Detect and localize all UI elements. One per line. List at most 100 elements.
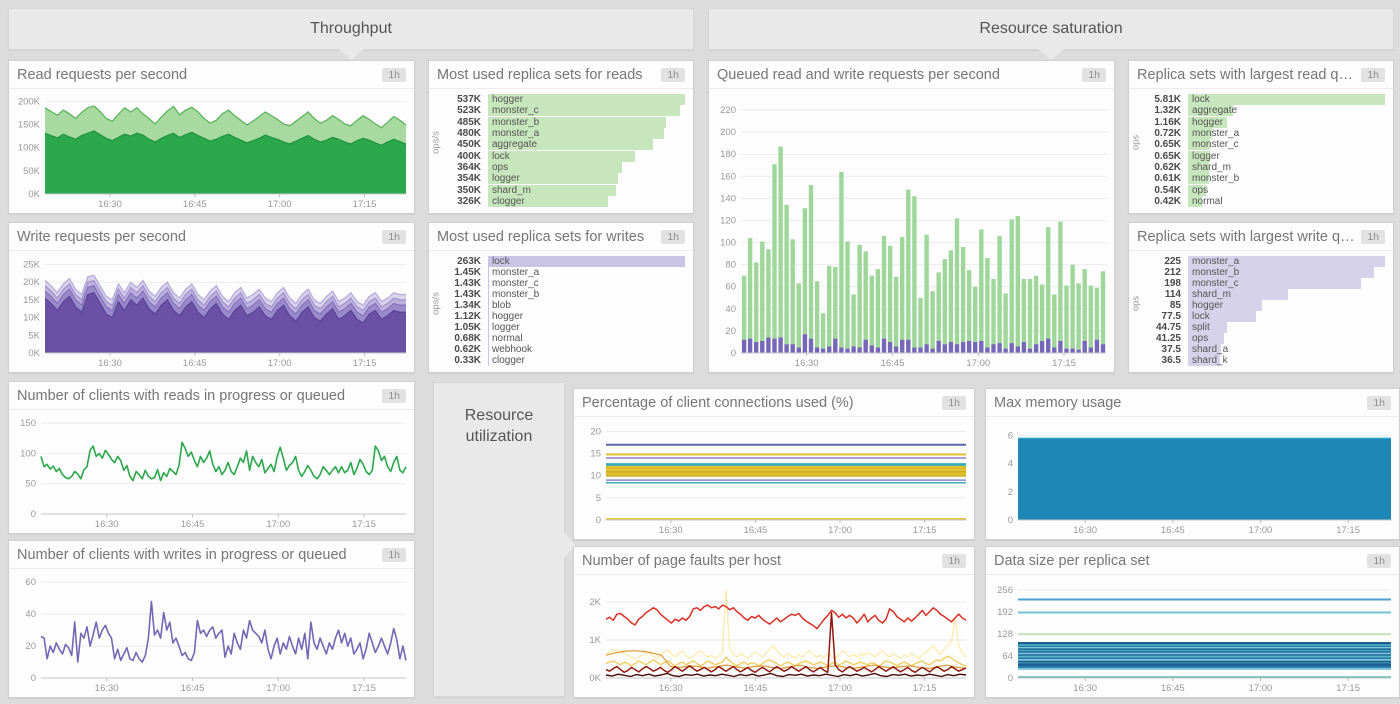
svg-text:64: 64 <box>1002 651 1013 662</box>
svg-text:0: 0 <box>1008 673 1013 684</box>
replica-row[interactable]: 77.5 lock <box>1135 311 1385 322</box>
replica-row[interactable]: 36.5 shard_k <box>1135 355 1385 366</box>
replica-row[interactable]: 354K logger <box>435 173 685 185</box>
replica-row[interactable]: 198 monster_c <box>1135 278 1385 289</box>
replica-value: 1.16K <box>1154 116 1181 128</box>
replica-row[interactable]: 480K monster_a <box>435 127 685 139</box>
panel-max-memory[interactable]: Max memory usage 1h 0 2 4 6 16:30 16:45 17:00 17… <box>985 388 1400 540</box>
replica-row[interactable]: 212 monster_b <box>1135 267 1385 278</box>
timeframe-badge: 1h <box>1082 67 1106 82</box>
replica-row[interactable]: 0.61K monster_b <box>1135 173 1385 185</box>
replica-row[interactable]: 1.16K hogger <box>1135 116 1385 128</box>
svg-text:16:45: 16:45 <box>181 519 205 530</box>
replica-row[interactable]: 0.54K ops <box>1135 184 1385 196</box>
replica-row[interactable]: 114 shard_m <box>1135 289 1385 300</box>
replica-row[interactable]: 263K lock <box>435 256 685 267</box>
svg-text:220: 220 <box>720 105 736 116</box>
replica-row[interactable]: 0.65K logger <box>1135 150 1385 162</box>
replica-bar <box>1188 150 1211 162</box>
queued-requests-chart[interactable]: 0 20 40 60 80 100 120 140 160 180 200 220 16:30 16:45… <box>711 91 1112 370</box>
replica-value: 263K <box>457 256 481 267</box>
panel-clients-writes[interactable]: Number of clients with writes in progres… <box>8 540 415 698</box>
read-requests-chart[interactable]: 0K 50K 100K 150K 200K 16:30 16:45 17:00 17:15 <box>11 91 412 211</box>
panel-title: Most used replica sets for reads <box>437 66 643 83</box>
y-axis-unit: ops <box>1130 134 1142 151</box>
clients-writes-chart[interactable]: 0 20 40 60 16:30 16:45 17:00 17:15 <box>11 571 412 695</box>
replica-row[interactable]: 0.65K monster_c <box>1135 139 1385 151</box>
pct-connections-chart[interactable]: 0 5 10 15 20 16:30 16:45 17:00 17:15 <box>576 419 972 537</box>
replica-label: blob <box>492 300 511 311</box>
replica-row[interactable]: 0.72K monster_a <box>1135 127 1385 139</box>
replica-label: lock <box>492 256 510 267</box>
replica-row[interactable]: 1.43K monster_c <box>435 278 685 289</box>
replica-row[interactable]: 1.32K aggregate <box>1135 105 1385 117</box>
replica-row[interactable]: 85 hogger <box>1135 300 1385 311</box>
replica-value: 1.12K <box>454 311 481 322</box>
replica-row[interactable]: 225 monster_a <box>1135 256 1385 267</box>
panel-pct-connections[interactable]: Percentage of client connections used (%… <box>573 388 975 540</box>
replica-row[interactable]: 364K ops <box>435 161 685 173</box>
replica-row[interactable]: 537K hogger <box>435 94 685 105</box>
read-queues-chart[interactable]: 5.81K lock 1.32K aggregate 1.16K hogger 0.72K m… <box>1135 94 1385 207</box>
replica-label: ops <box>492 161 509 173</box>
panel-most-used-writes[interactable]: Most used replica sets for writes 1h ops/… <box>428 222 694 373</box>
svg-text:6: 6 <box>1008 430 1013 441</box>
data-size-chart[interactable]: 0 64 128 192 256 16:30 16:45 17:00 17:15 <box>988 577 1397 695</box>
replica-row[interactable]: 0.33K clogger <box>435 355 685 366</box>
replica-row[interactable]: 326K clogger <box>435 195 685 207</box>
replica-bar-track: logger <box>488 173 685 185</box>
max-memory-chart[interactable]: 0 2 4 6 16:30 16:45 17:00 17:15 <box>988 419 1397 537</box>
replica-row[interactable]: 450K aggregate <box>435 139 685 151</box>
replica-row[interactable]: 1.34K blob <box>435 300 685 311</box>
replica-row[interactable]: 523K monster_c <box>435 105 685 117</box>
replica-bar-track: monster_a <box>488 127 685 139</box>
panel-title: Replica sets with largest read queues <box>1137 66 1356 83</box>
replica-bar-track: shard_m <box>488 184 685 196</box>
replica-row[interactable]: 5.81K lock <box>1135 94 1385 105</box>
replica-bar <box>1188 278 1362 289</box>
panel-data-size[interactable]: Data size per replica set 1h 0 64 128 192 256… <box>985 546 1400 698</box>
replica-row[interactable]: 0.62K webhook <box>435 344 685 355</box>
panel-read-queues[interactable]: Replica sets with largest read queues 1h … <box>1128 60 1394 214</box>
replica-bar <box>488 150 635 162</box>
panel-most-used-reads[interactable]: Most used replica sets for reads 1h ops/s… <box>428 60 694 214</box>
write-queues-chart[interactable]: 225 monster_a 212 monster_b 198 monster_c 114 s… <box>1135 256 1385 366</box>
replica-value: 41.25 <box>1155 333 1181 344</box>
panel-clients-reads[interactable]: Number of clients with reads in progress… <box>8 381 415 534</box>
replica-row[interactable]: 1.45K monster_a <box>435 267 685 278</box>
replica-row[interactable]: 485K monster_b <box>435 116 685 128</box>
svg-text:128: 128 <box>997 629 1013 640</box>
svg-text:2K: 2K <box>589 597 601 608</box>
svg-text:200K: 200K <box>18 96 41 107</box>
write-requests-chart[interactable]: 0K 5K 10K 15K 20K 25K 16:30 16:45 17:00 17:15 <box>11 253 412 370</box>
most-used-writes-chart[interactable]: 263K lock 1.45K monster_a 1.43K monster_c 1.43… <box>435 256 685 366</box>
replica-label: clogger <box>492 355 525 366</box>
panel-queued-requests[interactable]: Queued read and write requests per secon… <box>708 60 1115 373</box>
most-used-reads-chart[interactable]: 537K hogger 523K monster_c 485K monster_b 480K… <box>435 94 685 207</box>
y-axis-unit: ops/s <box>430 291 442 315</box>
replica-row[interactable]: 0.42K normal <box>1135 195 1385 207</box>
panel-page-faults[interactable]: Number of page faults per host 1h 0K 1K 2K 1… <box>573 546 975 698</box>
replica-value: 350K <box>457 184 481 196</box>
panel-write-requests[interactable]: Write requests per second 1h 0K 5K 10K 15K 20… <box>8 222 415 373</box>
replica-row[interactable]: 400K lock <box>435 150 685 162</box>
panel-read-requests[interactable]: Read requests per second 1h 0K 50K 100K 150K… <box>8 60 415 214</box>
replica-row[interactable]: 37.5 shard_a <box>1135 344 1385 355</box>
replica-row[interactable]: 41.25 ops <box>1135 333 1385 344</box>
replica-row[interactable]: 1.12K hogger <box>435 311 685 322</box>
replica-bar <box>488 94 685 105</box>
replica-label: hogger <box>492 311 524 322</box>
svg-text:0: 0 <box>31 673 36 684</box>
replica-bar <box>1188 300 1263 311</box>
panel-write-queues[interactable]: Replica sets with largest write queu... 1… <box>1128 222 1394 373</box>
replica-row[interactable]: 0.62K shard_m <box>1135 161 1385 173</box>
replica-row[interactable]: 350K shard_m <box>435 184 685 196</box>
replica-row[interactable]: 44.75 split <box>1135 322 1385 333</box>
replica-row[interactable]: 1.43K monster_b <box>435 289 685 300</box>
clients-reads-chart[interactable]: 0 50 100 150 16:30 16:45 17:00 17:15 <box>11 412 412 531</box>
panel-title: Replica sets with largest write queu... <box>1137 228 1356 245</box>
replica-row[interactable]: 1.05K logger <box>435 322 685 333</box>
timeframe-badge: 1h <box>1367 395 1391 410</box>
page-faults-chart[interactable]: 0K 1K 2K 16:30 16:45 17:00 17:15 <box>576 577 972 695</box>
replica-row[interactable]: 0.68K normal <box>435 333 685 344</box>
